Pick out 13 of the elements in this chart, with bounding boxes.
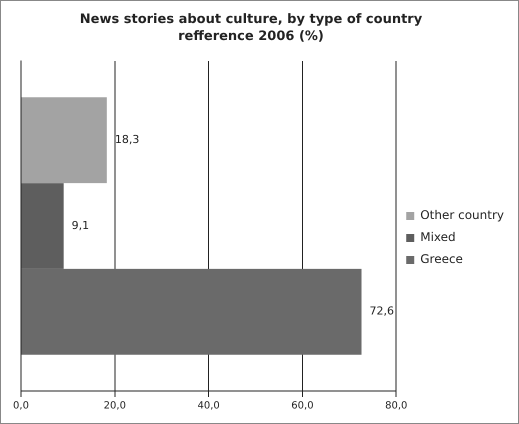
legend-label: Mixed: [420, 230, 456, 244]
chart-title: News stories about culture, by type of country refference 2006 (%): [78, 11, 424, 45]
bar: [22, 97, 107, 184]
data-label: 72,6: [370, 304, 394, 318]
x-tick-label: 80,0: [385, 400, 408, 412]
x-tick-label: 40,0: [197, 400, 220, 412]
data-label: 9,1: [72, 218, 90, 232]
x-tick-label: 20,0: [104, 400, 126, 412]
data-label: 18,3: [114, 133, 140, 146]
x-tick-label: 0,0: [13, 400, 29, 412]
legend-label: Other country: [420, 208, 504, 222]
legend-label: Greece: [420, 252, 463, 266]
x-tick-label: 60,0: [291, 400, 314, 412]
